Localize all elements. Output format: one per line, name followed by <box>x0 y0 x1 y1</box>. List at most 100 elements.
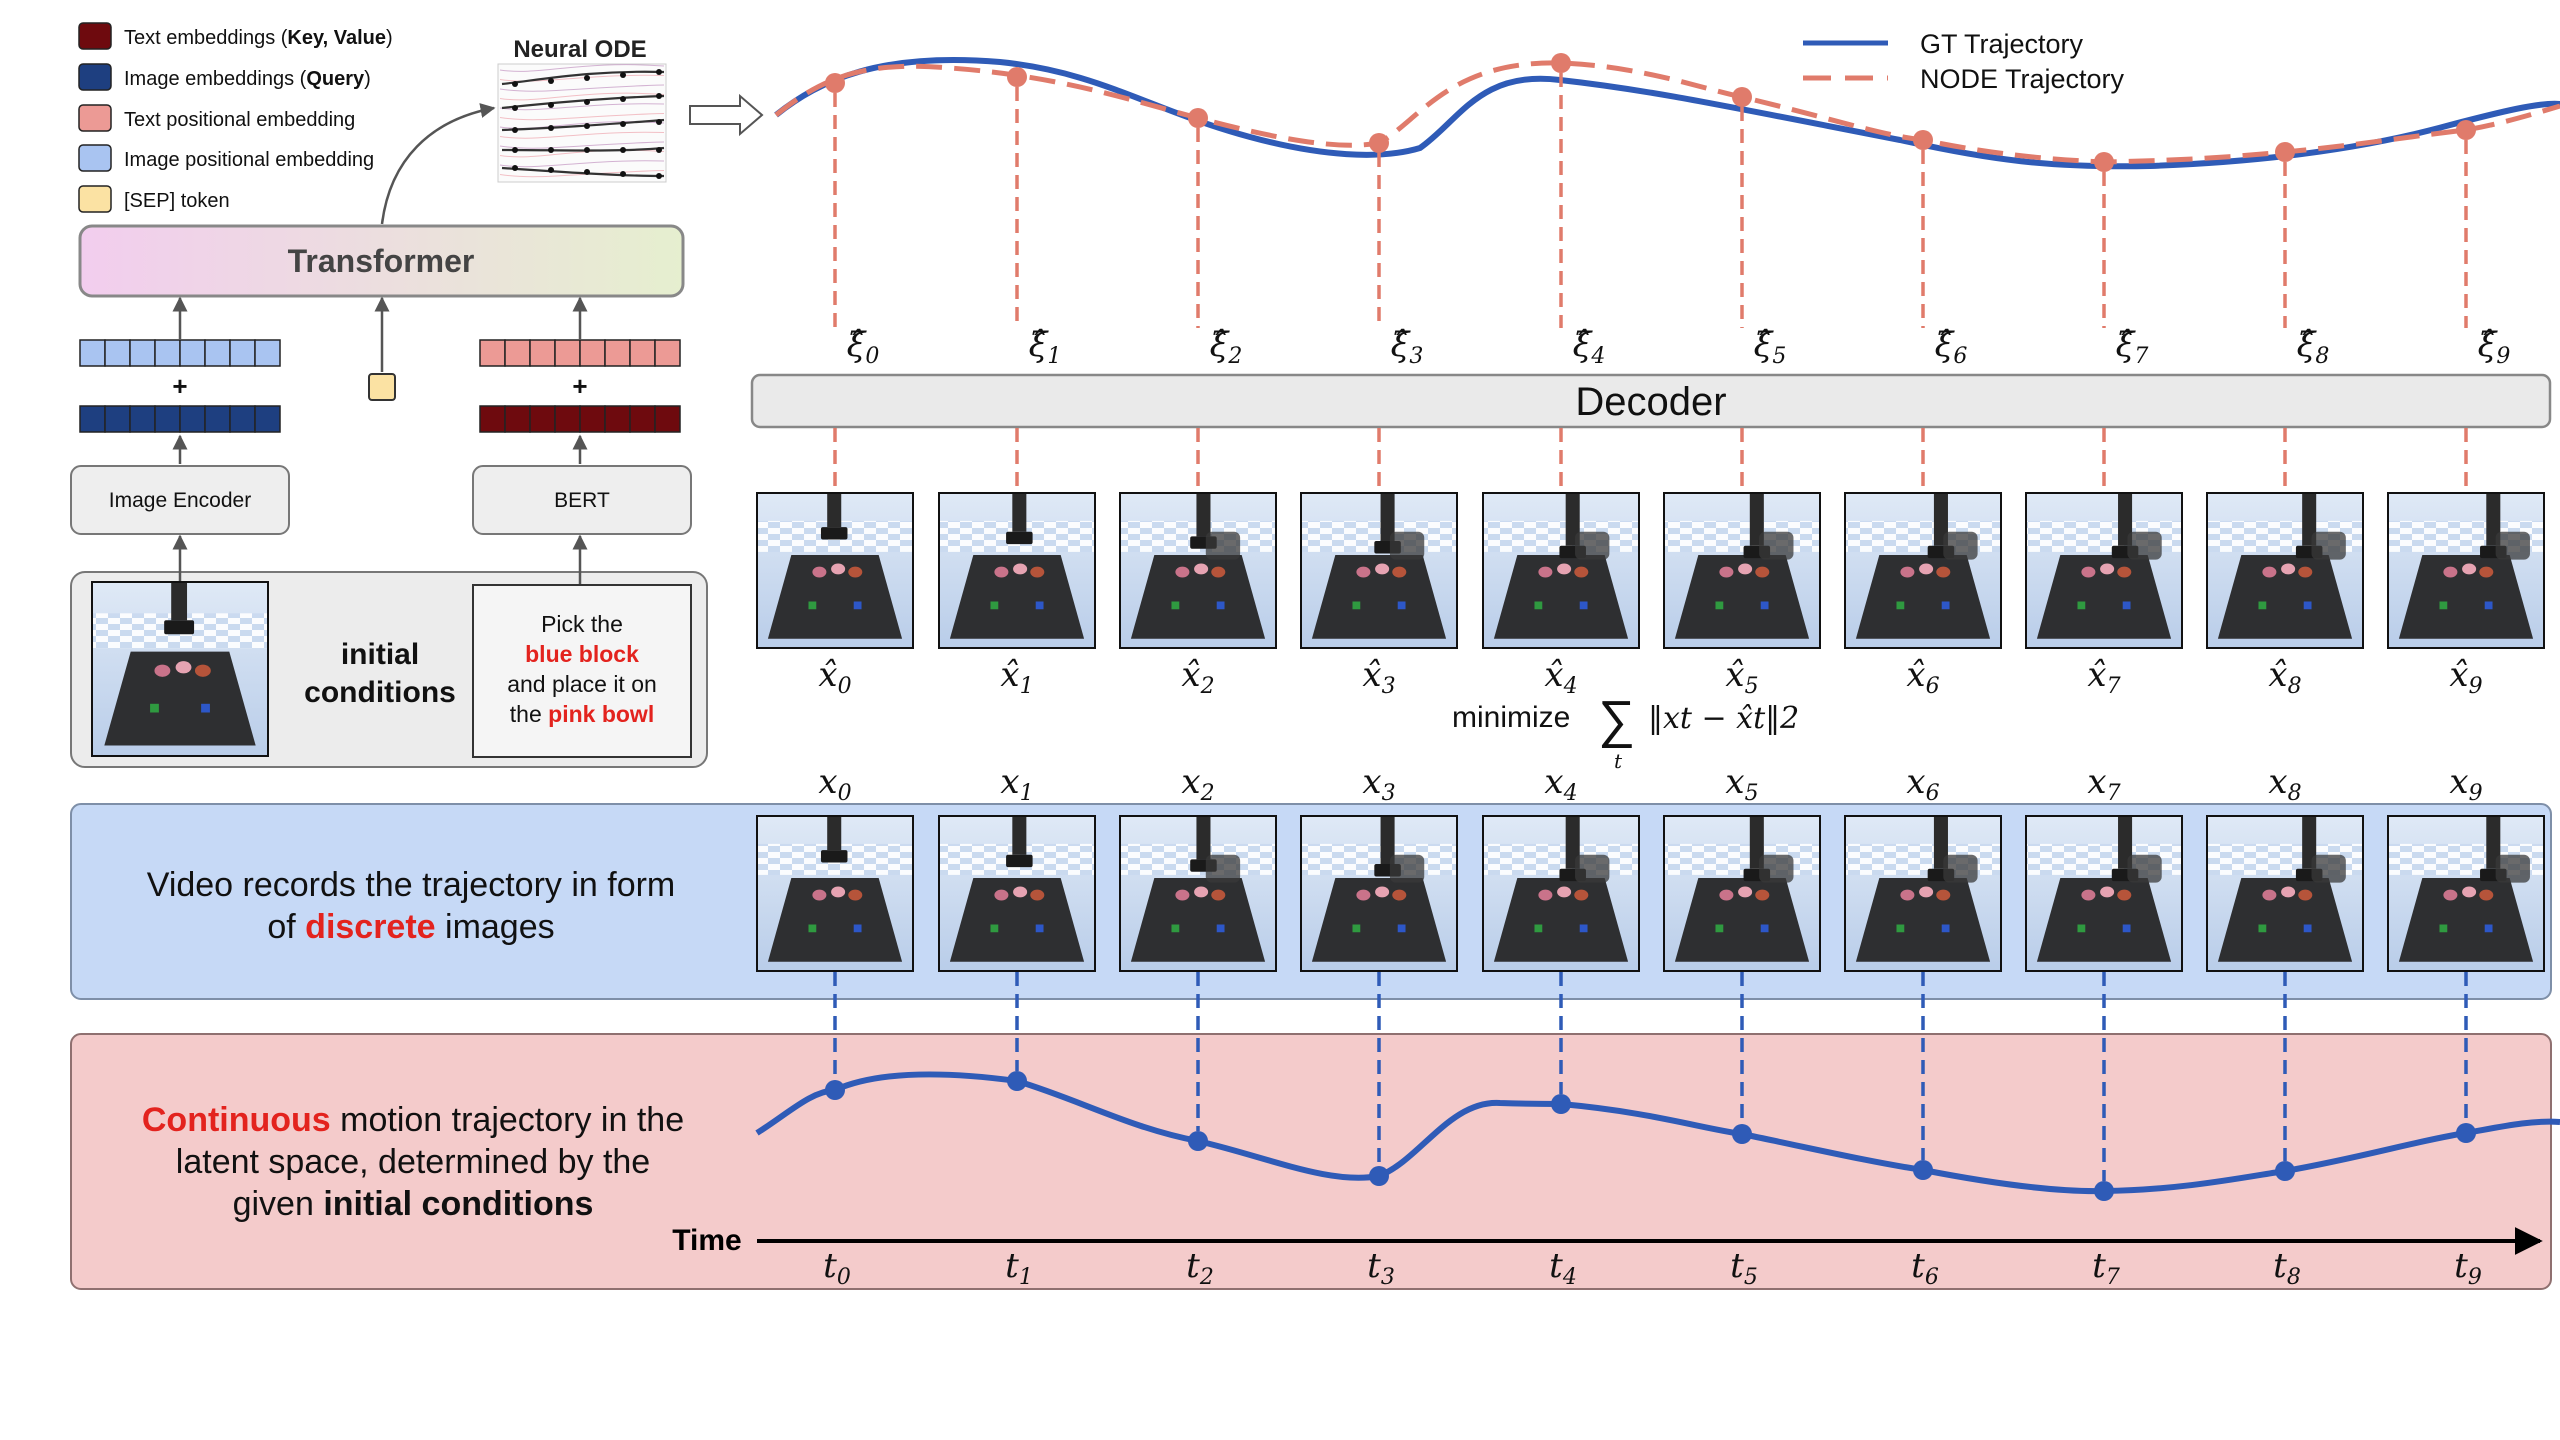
x-label-7: x7 <box>2087 762 2120 806</box>
node-sample-point <box>1369 133 1389 153</box>
table-shape <box>949 878 1085 962</box>
t-label-2: t2 <box>1186 1246 1214 1290</box>
latent-panel-text: Continuous motion trajectory in the late… <box>142 1101 684 1223</box>
robot-arm <box>1196 493 1211 537</box>
legend-label-image_pos: Image positional embedding <box>124 149 374 171</box>
sep-token <box>368 373 396 401</box>
x-hat-label-0: x̂0 <box>818 655 851 699</box>
image-embedding-token <box>179 405 206 433</box>
legend-label-text_emb: Text embeddings (Key, Value) <box>124 27 393 49</box>
t-label-4: t4 <box>1549 1246 1577 1290</box>
image-positional-token <box>79 339 106 367</box>
text-positional-token <box>629 339 656 367</box>
table-shape <box>2217 878 2353 962</box>
text-embedding-token <box>604 405 631 433</box>
image-positional-token <box>154 339 181 367</box>
table-shape <box>1493 555 1629 639</box>
x-hat-label-5: x̂5 <box>1725 655 1758 699</box>
t-label-9: t9 <box>2454 1246 2482 1290</box>
latent-sample-point <box>825 1080 845 1100</box>
legend-label-image_emb: Image embeddings (Query) <box>124 68 371 90</box>
latent-text-line3: given initial conditions <box>233 1185 594 1223</box>
xi-hat-label-8: ξ̂8 <box>2297 325 2330 369</box>
trajectory-legend: GT Trajectory NODE Trajectory <box>1803 29 2125 94</box>
text-positional-token <box>504 339 531 367</box>
xi-hat-label-4: ξ̂4 <box>1573 325 1606 369</box>
robot-arm <box>2486 493 2501 546</box>
latent-sample-point <box>1551 1094 1571 1114</box>
time-axis-label: Time <box>672 1224 741 1257</box>
instruction-box <box>472 584 692 758</box>
image-embedding-token <box>154 405 181 433</box>
image-encoder-label: Image Encoder <box>109 489 251 512</box>
latent-panel <box>70 1033 2552 1290</box>
reconstructed-frame-0 <box>756 492 914 649</box>
latent-sample-point <box>1913 1160 1933 1180</box>
x-hat-label-9: x̂9 <box>2449 655 2482 699</box>
image-embedding-token <box>79 405 106 433</box>
loss-formula: minimize ∑ t ‖xt − x̂t‖2 <box>1452 691 1799 773</box>
t-label-3: t3 <box>1367 1246 1395 1290</box>
image-positional-token <box>204 339 231 367</box>
x-hat-label-4: x̂4 <box>1544 655 1577 699</box>
video-frame-0 <box>756 815 914 972</box>
minimize-word: minimize <box>1452 701 1570 734</box>
gt-trajectory-curve <box>774 56 2560 170</box>
reconstructed-frame-1 <box>938 492 1096 649</box>
image-embedding-token <box>129 405 156 433</box>
initial-label-line1: initial <box>341 638 419 671</box>
robot-arm <box>1749 816 1764 869</box>
ode-to-plot-arrow-icon <box>689 93 764 137</box>
text-embedding-token <box>554 405 581 433</box>
loss-expression: ‖xt − x̂t‖2 <box>1648 701 1799 736</box>
latent-sample-point <box>1007 1071 1027 1091</box>
table-shape <box>2398 878 2534 962</box>
table-shape <box>767 878 903 962</box>
instruction-line-0: Pick the <box>541 611 623 637</box>
robot-arm <box>1749 493 1764 546</box>
robot-arm <box>2302 816 2317 869</box>
robot-arm <box>1933 493 1948 546</box>
xi-hat-label-9: ξ̂9 <box>2478 325 2511 369</box>
node-sample-point <box>1732 87 1752 107</box>
instruction-line-1: blue block <box>525 641 639 667</box>
image-encoder-box <box>70 465 290 535</box>
video-frame-4 <box>1482 815 1640 972</box>
xi-hat-label-2: ξ̂2 <box>1210 325 1243 369</box>
text-plus-sign: + <box>572 371 587 401</box>
table-shape <box>1674 555 1810 639</box>
x-hat-label-3: x̂3 <box>1362 655 1395 699</box>
x-hat-label-2: x̂2 <box>1181 655 1214 699</box>
node-sample-point <box>2094 152 2114 172</box>
text-embedding-token <box>579 405 606 433</box>
table-shape <box>2036 555 2172 639</box>
latent-sample-point <box>2094 1181 2114 1201</box>
legend-label-text_pos: Text positional embedding <box>124 109 355 131</box>
node-sample-point <box>2275 142 2295 162</box>
robot-arm <box>2118 493 2133 546</box>
robot-arm <box>1196 816 1211 860</box>
text-positional-token <box>579 339 606 367</box>
text-positional-token <box>604 339 631 367</box>
table-shape <box>767 555 903 639</box>
instruction-line-3: the pink bowl <box>510 701 654 727</box>
xi-hat-label-5: ξ̂5 <box>1754 325 1787 369</box>
xi-hat-label-7: ξ̂7 <box>2116 325 2149 369</box>
table-shape <box>1130 555 1266 639</box>
decoder-label: Decoder <box>1575 380 1726 424</box>
video-frame-1 <box>938 815 1096 972</box>
text-positional-token <box>554 339 581 367</box>
x-label-3: x3 <box>1362 762 1395 806</box>
latent-sample-point <box>2456 1123 2476 1143</box>
video-frame-8 <box>2206 815 2364 972</box>
reconstructed-frame-9 <box>2387 492 2545 649</box>
text-embedding-token <box>504 405 531 433</box>
image-plus-sign: + <box>172 371 187 401</box>
reconstructed-frame-2 <box>1119 492 1277 649</box>
x-label-6: x6 <box>1906 762 1939 806</box>
table-shape <box>1674 878 1810 962</box>
table-shape <box>1311 555 1447 639</box>
xi-hat-label-3: ξ̂3 <box>1391 325 1424 369</box>
table-shape <box>1311 878 1447 962</box>
instruction-line-2: and place it on <box>507 671 657 697</box>
